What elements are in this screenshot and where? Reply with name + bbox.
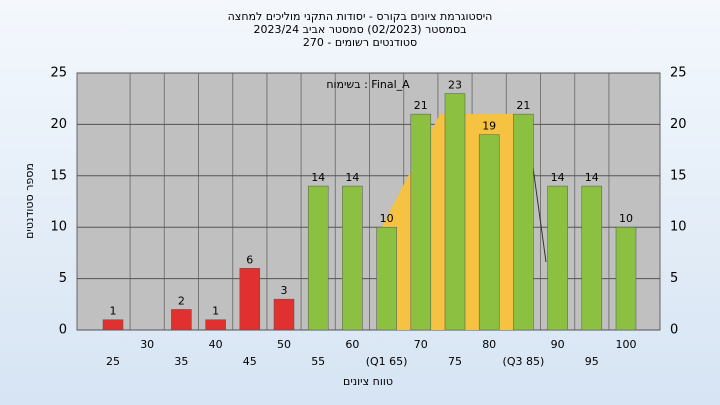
y2-tick-label: 20: [670, 117, 687, 132]
annotation: בשימוח : Final_A: [326, 78, 410, 91]
x-tick-label: 55: [311, 355, 325, 368]
x-tick-label: 60: [345, 338, 359, 351]
value-label: 2: [178, 294, 185, 307]
x-tick-label: 90: [551, 338, 565, 351]
value-label: 3: [281, 284, 288, 297]
x-tick-label: 100: [616, 338, 637, 351]
bar: [410, 113, 432, 331]
x-tick-label: 25: [106, 355, 120, 368]
bar: [342, 185, 363, 331]
y-tick-label: 20: [50, 117, 67, 132]
bar: [513, 113, 534, 331]
title-line: בסמסטר (02/2023) סמסטר אביב 2023/24: [253, 23, 466, 36]
bar: [307, 185, 329, 331]
y-tick-label: 0: [59, 323, 67, 338]
bar: [547, 185, 568, 331]
title-line: היסטוגרמת ציונים בקורס - יסודות התקני מו…: [228, 10, 493, 23]
y2-tick-label: 25: [670, 66, 687, 81]
value-label: 14: [551, 171, 565, 184]
bar: [444, 93, 466, 331]
value-label: 1: [212, 305, 219, 318]
value-label: 6: [246, 253, 253, 266]
bar: [273, 298, 295, 331]
value-label: 10: [380, 212, 394, 225]
y-tick-label: 25: [50, 66, 67, 81]
y-tick-label: 15: [50, 168, 67, 183]
x-tick-label: (Q1 65): [366, 355, 408, 368]
bar: [615, 226, 637, 331]
x-tick-label: (Q3 85): [503, 355, 545, 368]
trend-line: [531, 159, 547, 263]
y-tick-label: 10: [50, 220, 67, 235]
y2-tick-label: 5: [670, 271, 678, 286]
x-tick-label: 40: [209, 338, 223, 351]
y2-tick-label: 10: [670, 220, 687, 235]
x-axis-label: טווח ציונים: [343, 375, 393, 388]
value-label: 14: [345, 171, 359, 184]
bar: [478, 134, 500, 331]
x-tick-label: 50: [277, 338, 291, 351]
y-axis-label: מספר סטודנטים: [23, 163, 36, 239]
x-tick-label: 80: [482, 338, 496, 351]
x-tick-label: 95: [585, 355, 599, 368]
x-tick-label: 35: [174, 355, 188, 368]
x-tick-label: 75: [448, 355, 462, 368]
value-label: 10: [619, 212, 633, 225]
value-label: 19: [482, 120, 496, 133]
bar: [171, 309, 192, 331]
value-label: 23: [448, 79, 462, 92]
value-label: 21: [516, 99, 530, 112]
x-tick-label: 45: [243, 355, 257, 368]
value-label: 1: [110, 305, 117, 318]
bar: [581, 185, 603, 331]
x-tick-label: 30: [140, 338, 154, 351]
bar: [239, 268, 261, 331]
y2-tick-label: 0: [670, 323, 678, 338]
value-label: 14: [311, 171, 325, 184]
title-line: סטודנטים רשומים - 270: [303, 36, 417, 49]
x-tick-label: 70: [414, 338, 428, 351]
y2-tick-label: 15: [670, 168, 687, 183]
value-label: 21: [414, 99, 428, 112]
bar: [376, 226, 397, 331]
bar: [205, 319, 226, 331]
bar: [102, 319, 124, 331]
value-label: 14: [585, 171, 599, 184]
y-tick-label: 5: [59, 271, 67, 286]
